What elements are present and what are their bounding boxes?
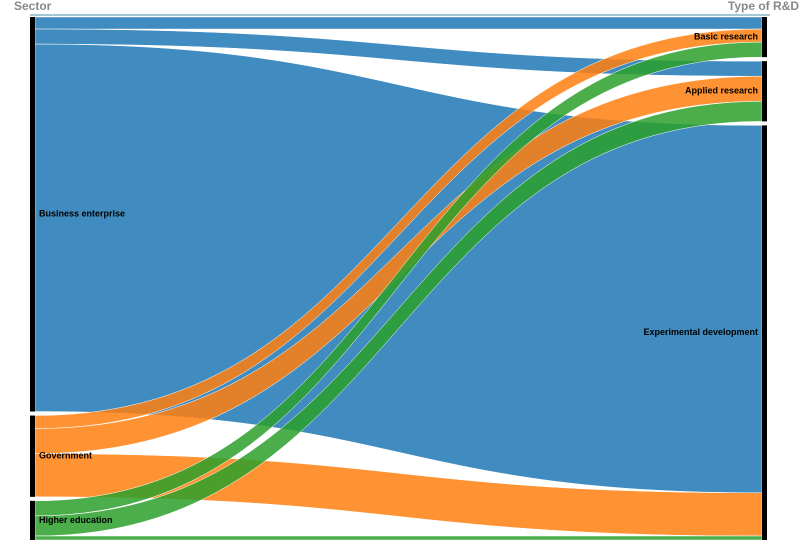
link <box>34 16 763 30</box>
target-label: Applied research <box>685 86 758 96</box>
source-node <box>30 17 35 412</box>
links <box>34 16 763 541</box>
nodes: Business enterprise Government Higher educ… <box>30 17 767 540</box>
target-label: Basic research <box>694 31 758 41</box>
link <box>34 101 763 537</box>
target-label: Experimental development <box>643 327 758 337</box>
source-title: Sector <box>14 0 52 13</box>
target-title: Type of R&D <box>728 0 799 13</box>
link <box>34 535 763 541</box>
source-label: Government <box>39 451 92 461</box>
target-node <box>762 17 767 58</box>
source-label: Higher education <box>39 515 113 525</box>
target-node <box>762 125 767 540</box>
source-node <box>30 415 35 497</box>
source-node <box>30 500 35 540</box>
source-label: Business enterprise <box>39 209 125 219</box>
target-node <box>762 61 767 122</box>
